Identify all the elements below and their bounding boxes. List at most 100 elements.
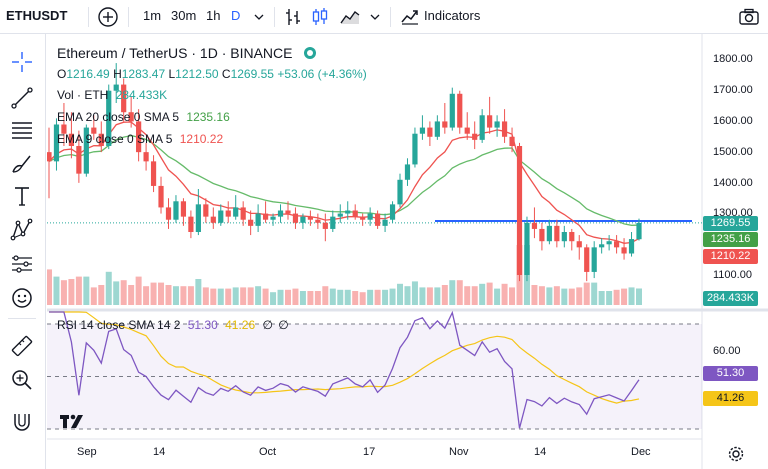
tradingview-logo[interactable] — [59, 411, 85, 431]
candle-body — [404, 164, 411, 180]
plus-circle-icon — [98, 7, 118, 27]
volume-bar — [576, 287, 583, 305]
volume-bar — [374, 289, 381, 305]
volume-bar — [561, 288, 568, 305]
rsi-line — [49, 310, 640, 429]
candle-body — [516, 146, 523, 275]
magnet-tool[interactable] — [5, 408, 39, 436]
volume-legend[interactable]: Vol · ETH 284.433K — [57, 88, 167, 102]
ruler-tool[interactable] — [5, 332, 39, 360]
volume-bar — [531, 285, 538, 305]
zoom-tool[interactable] — [5, 366, 39, 394]
chart-area[interactable]: Ethereum / TetherUS · 1D · BINANCE O1216… — [47, 34, 768, 469]
emoji-tool[interactable] — [5, 284, 39, 312]
volume-bar — [344, 289, 351, 305]
pattern-icon — [10, 218, 33, 241]
symbol-search-button[interactable]: ETHUSDT — [6, 8, 68, 23]
candles-style-button[interactable] — [310, 0, 330, 34]
toolbar-divider — [8, 318, 36, 319]
candle-body — [150, 161, 157, 186]
chart-style-dropdown[interactable] — [368, 0, 382, 34]
open-value: 1216.49 — [66, 67, 110, 81]
time-axis-label: Sep — [77, 446, 97, 458]
trend-line-tool[interactable] — [5, 84, 39, 112]
volume-bar — [143, 286, 150, 305]
candle-body — [76, 146, 82, 174]
volume-bar — [47, 269, 52, 305]
ema9-price-tag: 1210.22 — [703, 249, 758, 264]
candle-body — [68, 133, 75, 146]
ohlc-legend: O1216.49 H1283.47 L1212.50 C1269.55 +53.… — [57, 67, 367, 81]
volume-bar — [583, 282, 590, 305]
candle-body — [322, 222, 328, 229]
candle-body — [113, 84, 119, 91]
price-axis-label: 1800.00 — [713, 53, 753, 65]
interval-d[interactable]: D — [231, 8, 241, 23]
candle-body — [210, 216, 216, 223]
candle-body — [345, 210, 351, 214]
snapshot-button[interactable] — [737, 0, 761, 34]
candle-body — [554, 225, 560, 242]
candle-body — [539, 228, 545, 242]
candle-body — [292, 213, 299, 223]
interval-30m[interactable]: 30m — [171, 8, 197, 23]
candle-body — [165, 207, 172, 220]
hidden-indicator-icon[interactable]: ∅ — [278, 318, 289, 332]
fib-tool[interactable] — [5, 116, 39, 144]
candle-body — [569, 232, 575, 242]
candle-body — [509, 136, 515, 146]
candle-body — [584, 247, 590, 272]
volume-tag: 284.433K — [703, 291, 758, 306]
candle-body — [53, 124, 60, 162]
trend-line-icon — [11, 87, 33, 109]
indicators-label: Indicators — [424, 8, 481, 23]
chart-canvas[interactable] — [47, 34, 768, 469]
ema9-legend[interactable]: EMA 9 close 0 SMA 5 1210.22 — [57, 132, 223, 146]
volume-bar — [53, 276, 60, 305]
ema20-legend[interactable]: EMA 20 close 0 SMA 5 1235.16 — [57, 110, 230, 124]
hidden-indicator-icon[interactable]: ∅ — [262, 318, 273, 332]
chart-settings-button[interactable] — [727, 445, 745, 463]
candle-body — [599, 244, 605, 248]
candle-body — [143, 152, 149, 162]
rsi-legend[interactable]: RSI 14 close SMA 14 2 51.30 41.26 ∅ ∅ — [57, 318, 289, 332]
volume-bar — [382, 289, 389, 305]
rsi-axis-label: 60.00 — [713, 345, 741, 357]
pattern-tool[interactable] — [5, 216, 39, 244]
candle-body — [285, 210, 291, 214]
volume-bar — [471, 286, 478, 305]
volume-bar — [150, 282, 157, 305]
bar-style-button[interactable] — [283, 0, 303, 34]
candle-body — [606, 241, 612, 245]
ema9-legend-value: 1210.22 — [179, 132, 224, 146]
candle-body — [397, 179, 403, 205]
zoom-in-icon — [12, 370, 32, 390]
candle-body — [434, 121, 440, 137]
chevron-down-icon — [254, 14, 264, 20]
volume-bar — [613, 289, 620, 305]
interval-1h[interactable]: 1h — [206, 8, 221, 23]
volume-bar — [187, 286, 194, 305]
candle-body — [472, 133, 478, 140]
volume-bar — [240, 287, 247, 305]
text-tool[interactable] — [5, 182, 39, 210]
indicators-button[interactable]: Indicators — [399, 0, 489, 34]
interval-1m[interactable]: 1m — [143, 8, 162, 23]
compare-add-button[interactable] — [96, 0, 120, 34]
volume-bar — [202, 287, 209, 305]
rsi-legend-label: RSI 14 close SMA 14 2 — [57, 318, 181, 332]
volume-bar — [509, 287, 516, 305]
candle-body — [240, 207, 246, 220]
area-style-button[interactable] — [338, 0, 362, 34]
candle-body — [621, 247, 627, 254]
interval-dropdown[interactable] — [252, 0, 266, 34]
candle-body — [106, 90, 112, 146]
candle-body — [203, 204, 209, 217]
volume-bar — [120, 280, 127, 305]
brush-tool[interactable] — [5, 150, 39, 178]
crosshair-tool[interactable] — [5, 48, 39, 76]
volume-bar — [75, 276, 82, 305]
candle-body — [218, 210, 224, 223]
volume-bar — [68, 279, 75, 305]
measure-tool[interactable] — [5, 250, 39, 278]
